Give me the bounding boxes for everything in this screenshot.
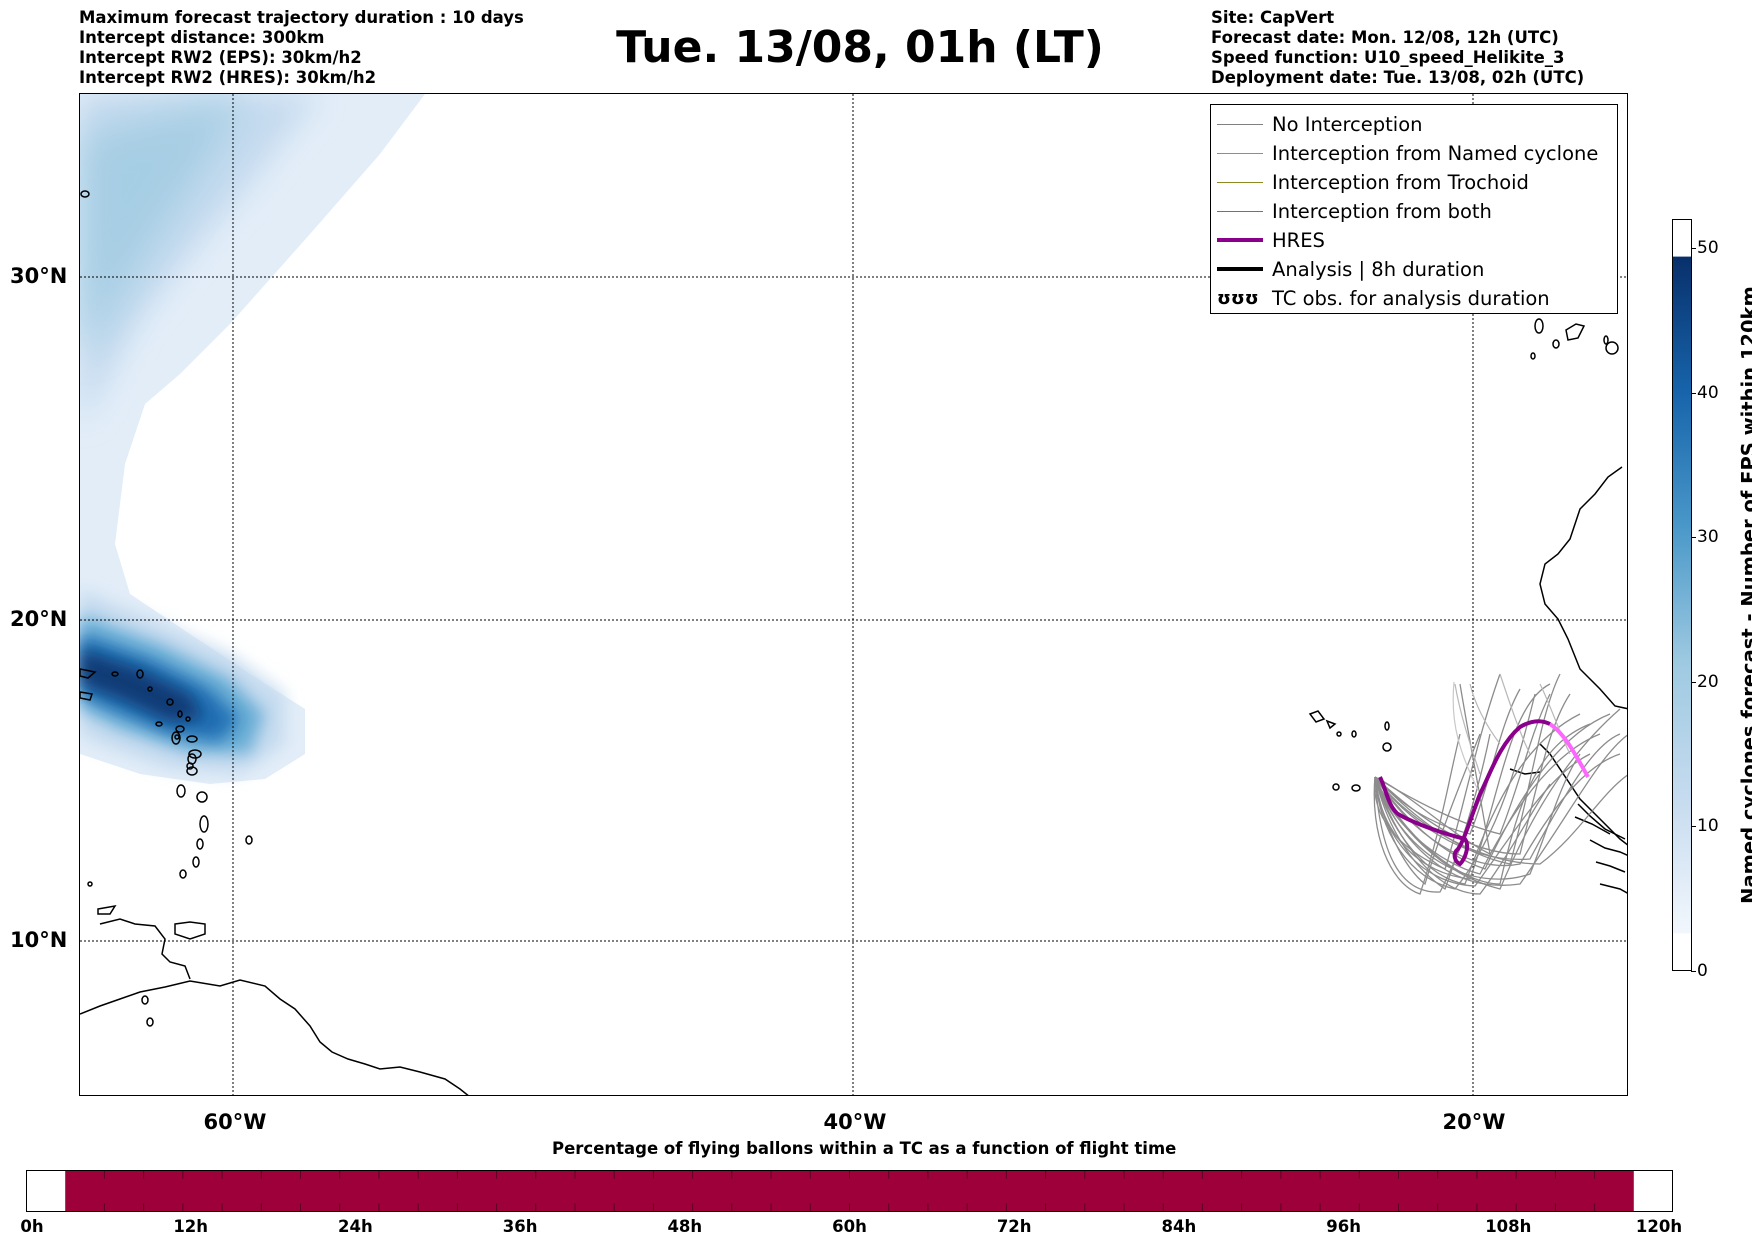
trajectory-bundle — [1373, 673, 1627, 895]
flight-time-tick-label: 48h — [667, 1217, 703, 1236]
cyclone-colorbar-tick-mark — [1691, 537, 1696, 539]
flight-time-tick-label: 96h — [1326, 1217, 1361, 1236]
flight-time-tick-label: 72h — [996, 1217, 1032, 1236]
flight-time-tick-label: 108h — [1485, 1217, 1532, 1236]
cyclone-colorbar-tick-mark — [1691, 826, 1696, 828]
cyclone-colorbar-tick-label: 50 — [1697, 237, 1719, 258]
intercept-distance-text: Intercept distance: 300km — [79, 28, 325, 47]
intercept-hres-text: Intercept RW2 (HRES): 30km/h2 — [79, 68, 377, 87]
cyclone-colorbar — [1672, 219, 1692, 971]
intercept-eps-text: Intercept RW2 (EPS): 30km/h2 — [79, 48, 362, 67]
cyclone-colorbar-tick-label: 20 — [1697, 671, 1719, 692]
flight-time-tick-label: 24h — [338, 1217, 373, 1236]
legend-item-both: Interception from both — [1211, 198, 1617, 227]
legend: No Interception Interception from Named … — [1210, 104, 1618, 314]
legend-label: No Interception — [1272, 113, 1423, 136]
flight-time-colorbar-title: Percentage of flying ballons within a TC… — [552, 1139, 1177, 1158]
legend-label: Interception from both — [1272, 200, 1492, 223]
flight-time-tick-label: 36h — [502, 1217, 538, 1236]
cyclone-colorbar-tick-label: 0 — [1697, 961, 1708, 981]
legend-label: Analysis | 8h duration — [1272, 258, 1485, 281]
flight-time-tick-label: 12h — [173, 1217, 209, 1236]
legend-label: Interception from Named cyclone — [1272, 142, 1599, 165]
tc-obs-icon: ʊʊʊ — [1217, 288, 1259, 309]
flight-time-tick-label: 84h — [1161, 1217, 1197, 1236]
flight-time-tick-label: 60h — [832, 1217, 867, 1236]
legend-item-no-interception: No Interception — [1211, 111, 1617, 140]
legend-line-swatch — [1217, 153, 1263, 154]
max-duration-text: Maximum forecast trajectory duration : 1… — [79, 8, 524, 27]
lon-label-60w: 60°W — [203, 1110, 267, 1134]
map-title: Tue. 13/08, 01h (LT) — [616, 22, 1104, 73]
cyclone-colorbar-tick-mark — [1691, 681, 1696, 683]
site-text: Site: CapVert — [1211, 8, 1335, 27]
lon-label-40w: 40°W — [823, 1110, 887, 1134]
legend-label: TC obs. for analysis duration — [1272, 287, 1550, 310]
forecast-parameters: Maximum forecast trajectory duration : 1… — [79, 8, 524, 88]
legend-item-trochoid: Interception from Trochoid — [1211, 169, 1617, 198]
site-parameters: Site: CapVert Forecast date: Mon. 12/08,… — [1211, 8, 1584, 88]
legend-item-named-cyclone: Interception from Named cyclone — [1211, 140, 1617, 169]
cyclone-colorbar-tick-mark — [1691, 247, 1696, 249]
forecast-date-text: Forecast date: Mon. 12/08, 12h (UTC) — [1211, 28, 1559, 47]
cyclone-colorbar-tick-mark — [1691, 392, 1696, 394]
legend-label: HRES — [1272, 229, 1325, 252]
legend-line-swatch — [1217, 211, 1263, 212]
lat-label-30n: 30°N — [10, 264, 68, 288]
hres-trajectory-tail — [1548, 722, 1590, 778]
legend-line-swatch — [1217, 124, 1263, 125]
cyclone-colorbar-tick-mark — [1691, 971, 1696, 972]
graticule — [80, 94, 1627, 1095]
speed-function-text: Speed function: U10_speed_Helikite_3 — [1211, 48, 1565, 67]
legend-item-tc-obs: ʊʊʊ TC obs. for analysis duration — [1211, 285, 1617, 314]
legend-line-swatch — [1217, 182, 1263, 183]
flight-time-tick-label: 120h — [1635, 1217, 1683, 1236]
faded-trajectory — [1452, 681, 1481, 795]
legend-item-analysis: Analysis | 8h duration — [1211, 256, 1617, 285]
map-canvas — [80, 94, 1627, 1095]
lat-label-10n: 10°N — [10, 928, 68, 952]
lon-label-20w: 20°W — [1442, 1110, 1506, 1134]
flight-time-tick-label: 0h — [20, 1217, 44, 1236]
hres-trajectory — [1378, 719, 1551, 867]
legend-line-swatch — [1217, 267, 1263, 271]
coastlines — [80, 190, 1627, 1095]
cyclone-colorbar-tick-label: 30 — [1697, 527, 1719, 548]
legend-label: Interception from Trochoid — [1272, 171, 1529, 194]
lat-label-20n: 20°N — [10, 607, 68, 631]
legend-item-hres: HRES — [1211, 227, 1617, 256]
flight-time-colorbar — [26, 1170, 1673, 1212]
cyclone-colorbar-label: Named cyclones forecast - Number of EPS … — [1737, 286, 1752, 904]
cyclone-density-field — [80, 94, 425, 784]
deployment-date-text: Deployment date: Tue. 13/08, 02h (UTC) — [1211, 68, 1585, 87]
cyclone-colorbar-tick-label: 40 — [1697, 382, 1719, 403]
cyclone-colorbar-tick-label: 10 — [1697, 816, 1719, 837]
legend-line-swatch — [1217, 238, 1263, 242]
faded-trajectories — [1454, 673, 1571, 775]
